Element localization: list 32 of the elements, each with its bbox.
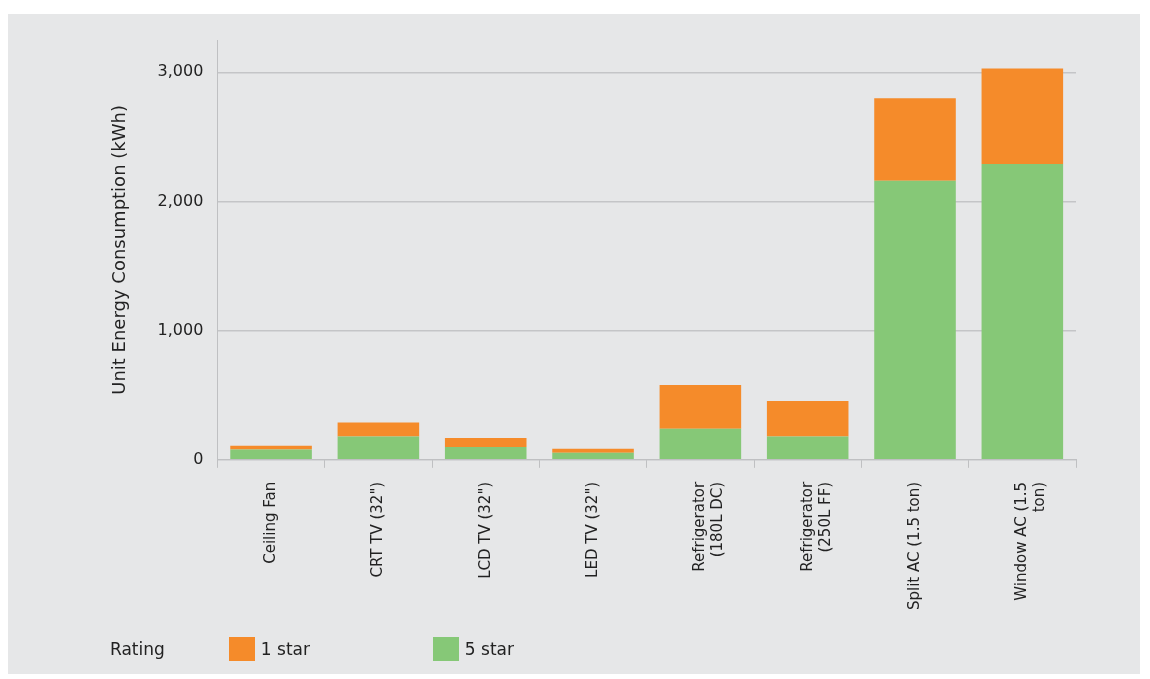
x-tick-label: Refrigerator (180L DC)	[690, 481, 727, 572]
y-axis-title: Unit Energy Consumption (kWh)	[108, 105, 130, 395]
bar	[230, 445, 312, 450]
x-tick-label: Refrigerator (250L FF)	[797, 481, 834, 572]
bar	[659, 428, 742, 460]
bar	[981, 68, 1064, 165]
x-tick-label: CRT TV (32")	[368, 481, 387, 578]
x-tick-label: Ceiling Fan	[260, 481, 279, 564]
bar	[552, 452, 634, 460]
bar	[552, 448, 634, 453]
bar	[766, 436, 849, 460]
bar	[444, 437, 527, 447]
bar	[337, 436, 420, 460]
bar	[874, 98, 956, 181]
x-tick-label: Window AC (1.5 ton)	[1012, 481, 1049, 601]
y-tick-label: 1,000	[157, 319, 204, 339]
legend-title: Rating	[110, 639, 165, 659]
bar	[874, 180, 956, 460]
bar	[981, 164, 1064, 460]
y-tick-label: 0	[193, 449, 204, 468]
x-tick-label: LED TV (32")	[582, 481, 601, 578]
x-tick-label: LCD TV (32")	[475, 481, 494, 579]
y-tick-label: 3,000	[157, 61, 204, 81]
bar	[337, 422, 420, 437]
legend-label: 5 star	[464, 639, 514, 659]
bar	[659, 384, 742, 429]
y-tick-label: 2,000	[157, 190, 204, 210]
bar	[230, 449, 312, 460]
x-tick-label: Split AC (1.5 ton)	[904, 481, 923, 611]
bar	[766, 401, 849, 437]
legend-label: 1 star	[260, 639, 310, 659]
bar	[444, 446, 527, 460]
